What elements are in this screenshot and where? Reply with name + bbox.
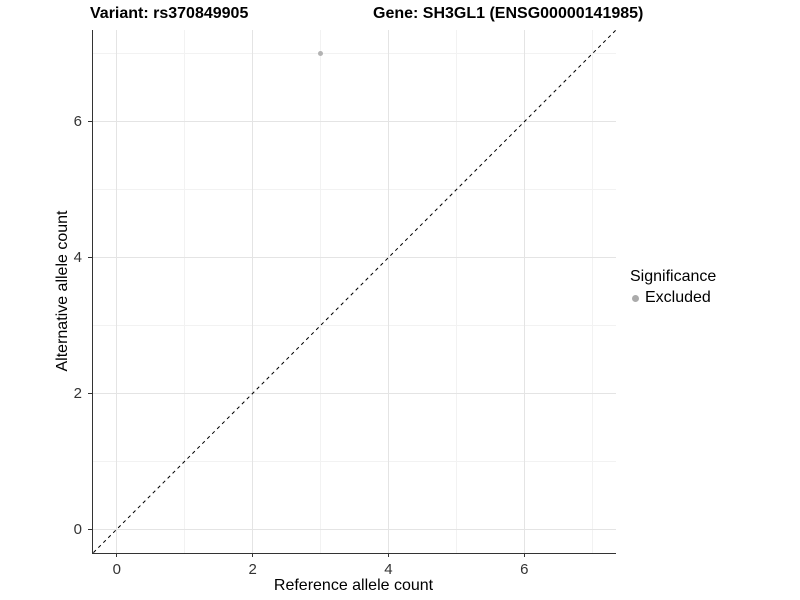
- grid-layer: [93, 30, 616, 553]
- legend-title: Significance: [630, 268, 717, 285]
- variant-title: Variant: rs370849905: [90, 5, 249, 22]
- legend-point-icon: [632, 294, 639, 302]
- gridline-x-major: [116, 30, 118, 553]
- gridline-y-minor: [93, 460, 616, 462]
- legend-item: Excluded: [630, 289, 716, 307]
- legend: Significance Excluded: [630, 268, 716, 307]
- x-tick-mark: [523, 553, 525, 557]
- x-tick-label: 0: [112, 561, 121, 578]
- y-axis-title: Alternative allele count: [54, 210, 71, 372]
- gridline-x-minor: [320, 30, 322, 553]
- x-tick-label: 2: [248, 561, 257, 578]
- gridline-x-major: [252, 30, 254, 553]
- identity-line: [93, 30, 616, 553]
- gridline-y-major: [93, 392, 616, 394]
- gridline-y-major: [93, 528, 616, 530]
- gridline-x-minor: [455, 30, 457, 553]
- gridline-x-minor: [184, 30, 186, 553]
- gridline-x-major: [523, 30, 525, 553]
- x-tick-mark: [252, 553, 254, 557]
- data-point: [318, 51, 324, 57]
- gridline-y-major: [93, 257, 616, 259]
- gridline-y-minor: [93, 189, 616, 191]
- y-tick-mark: [88, 257, 92, 259]
- y-tick-label: 4: [73, 249, 82, 267]
- y-tick-label: 0: [73, 520, 82, 538]
- x-tick-label: 4: [384, 561, 393, 578]
- x-tick-label: 6: [520, 561, 529, 578]
- gridline-y-major: [93, 121, 616, 123]
- gridline-x-minor: [591, 30, 593, 553]
- legend-entries: Excluded: [630, 289, 716, 307]
- gridline-y-minor: [93, 324, 616, 326]
- y-tick-label: 2: [73, 384, 82, 402]
- points-layer: [93, 30, 616, 553]
- gene-title: Gene: SH3GL1 (ENSG00000141985): [373, 5, 644, 22]
- gridline-x-major: [387, 30, 389, 553]
- x-axis-title: Reference allele count: [273, 577, 434, 594]
- plot-panel: 0 2 4 6 0 2 4 6: [74, 30, 616, 578]
- x-tick-mark: [116, 553, 118, 557]
- gridline-y-minor: [93, 53, 616, 55]
- identity-line-layer: [93, 30, 616, 553]
- y-tick-mark: [88, 528, 92, 530]
- y-tick-mark: [88, 392, 92, 394]
- y-tick-mark: [88, 121, 92, 123]
- y-tick-label: 6: [73, 113, 82, 131]
- legend-item-label: Excluded: [645, 289, 711, 306]
- x-tick-mark: [387, 553, 389, 557]
